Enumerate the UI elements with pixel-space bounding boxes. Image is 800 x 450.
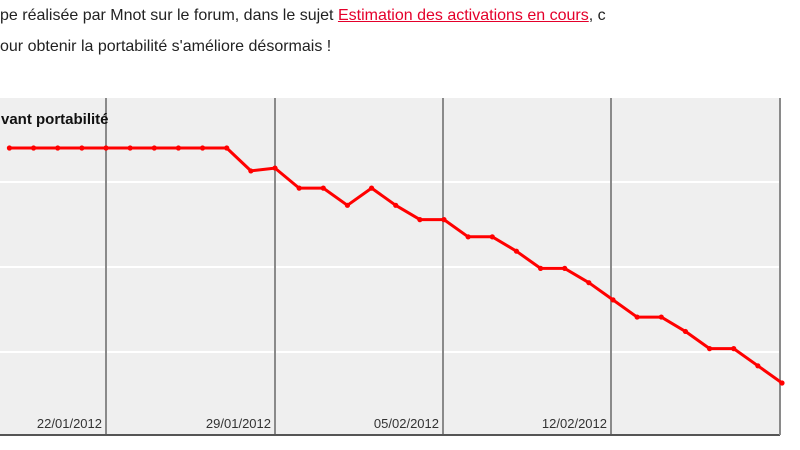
data-point	[344, 202, 351, 208]
data-point	[465, 234, 471, 240]
vertical-grid	[105, 98, 612, 435]
horizontal-grid	[0, 181, 780, 353]
data-point	[779, 380, 785, 386]
data-point	[489, 234, 495, 240]
data-point	[368, 185, 375, 191]
data-point	[610, 297, 616, 303]
article-text-line-2: our obtenir la portabilité s'améliore dé…	[0, 38, 332, 55]
x-tick-label: 22/01/2012	[37, 416, 102, 431]
chart-container: vant portabilité 22/01/2012 29/01/2012 05/…	[0, 98, 800, 450]
article-text-tail: , c	[588, 7, 606, 24]
data-point	[682, 328, 689, 335]
data-point	[634, 314, 640, 320]
data-point	[175, 145, 182, 151]
line-chart: vant portabilité 22/01/2012 29/01/2012 05/…	[0, 98, 785, 436]
data-point	[537, 265, 544, 271]
x-tick-label: 05/02/2012	[374, 416, 439, 431]
data-point	[79, 145, 85, 151]
x-tick-label: 12/02/2012	[542, 416, 607, 431]
chart-title: vant portabilité	[1, 111, 109, 128]
data-point	[393, 202, 399, 208]
data-point	[513, 248, 520, 254]
x-tick-labels: 22/01/2012 29/01/2012 05/02/2012 12/02/2012	[37, 416, 607, 431]
data-point	[6, 145, 13, 151]
series-markers	[6, 145, 785, 386]
data-point	[103, 145, 109, 151]
data-point	[586, 280, 592, 286]
data-point	[296, 185, 302, 191]
data-point	[706, 346, 713, 352]
data-point	[151, 145, 157, 151]
data-point	[30, 145, 37, 151]
x-tick-label: 29/01/2012	[206, 416, 271, 431]
data-point	[755, 363, 761, 369]
data-point	[248, 168, 254, 174]
data-point	[199, 145, 206, 151]
data-point	[272, 165, 278, 171]
data-point	[127, 145, 133, 151]
data-point	[417, 217, 423, 223]
data-point	[55, 145, 61, 151]
data-point	[320, 185, 326, 191]
data-point	[441, 217, 447, 223]
data-point	[731, 346, 737, 352]
article-text-lead: pe réalisée par Mnot sur le forum, dans …	[0, 7, 338, 24]
data-point	[658, 314, 664, 320]
data-point	[224, 145, 230, 151]
forum-topic-link[interactable]: Estimation des activations en cours	[337, 7, 589, 24]
data-point	[562, 265, 568, 271]
article-text-line-1: pe réalisée par Mnot sur le forum, dans …	[0, 7, 606, 25]
